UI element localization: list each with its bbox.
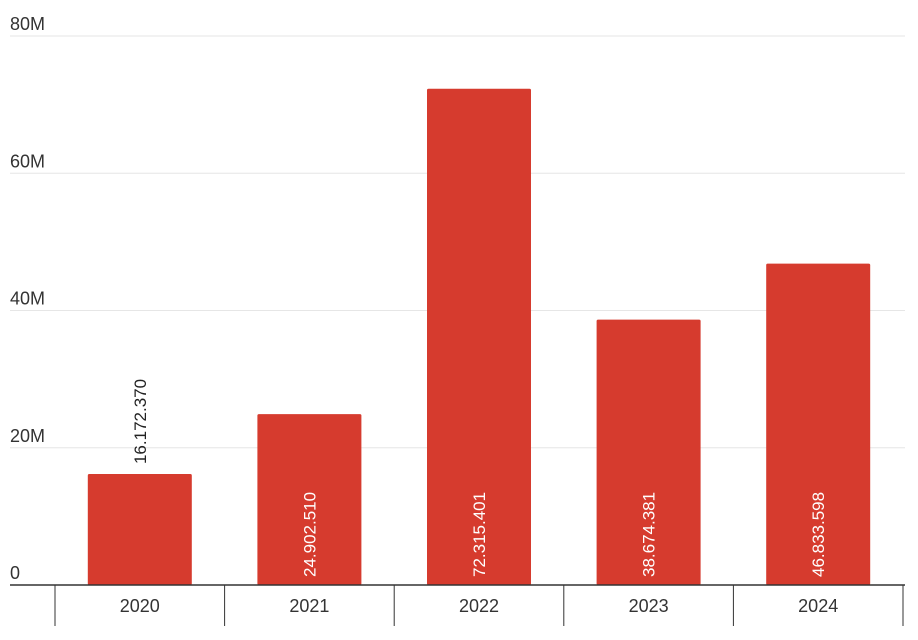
data-label: 46.833.598 bbox=[809, 492, 828, 577]
y-tick-label: 20M bbox=[10, 426, 45, 446]
data-labels: 16.172.370 24.902.510 72.315.401 38.674.381… bbox=[131, 379, 828, 577]
bar-2024 bbox=[766, 263, 871, 585]
x-axis-labels: 2020 2021 2022 2023 2024 bbox=[120, 596, 838, 616]
data-label: 38.674.381 bbox=[640, 492, 659, 577]
x-tick-label: 2024 bbox=[798, 596, 838, 616]
bar-2023 bbox=[596, 319, 701, 585]
x-axis bbox=[10, 584, 905, 626]
x-tick-label: 2021 bbox=[289, 596, 329, 616]
x-tick-label: 2023 bbox=[629, 596, 669, 616]
data-label: 24.902.510 bbox=[300, 492, 319, 577]
y-tick-label: 40M bbox=[10, 289, 45, 309]
data-label: 72.315.401 bbox=[470, 492, 489, 577]
y-tick-label: 80M bbox=[10, 14, 45, 34]
bar-2022 bbox=[427, 88, 531, 585]
y-tick-label: 60M bbox=[10, 151, 45, 171]
x-tick-label: 2020 bbox=[120, 596, 160, 616]
y-axis-labels: 0 20M 40M 60M 80M bbox=[10, 14, 45, 583]
bars bbox=[87, 88, 871, 585]
data-label: 16.172.370 bbox=[131, 379, 150, 464]
x-tick-label: 2022 bbox=[459, 596, 499, 616]
y-tick-label: 0 bbox=[10, 563, 20, 583]
bar-2021 bbox=[257, 414, 362, 585]
bar-2020 bbox=[87, 474, 192, 585]
